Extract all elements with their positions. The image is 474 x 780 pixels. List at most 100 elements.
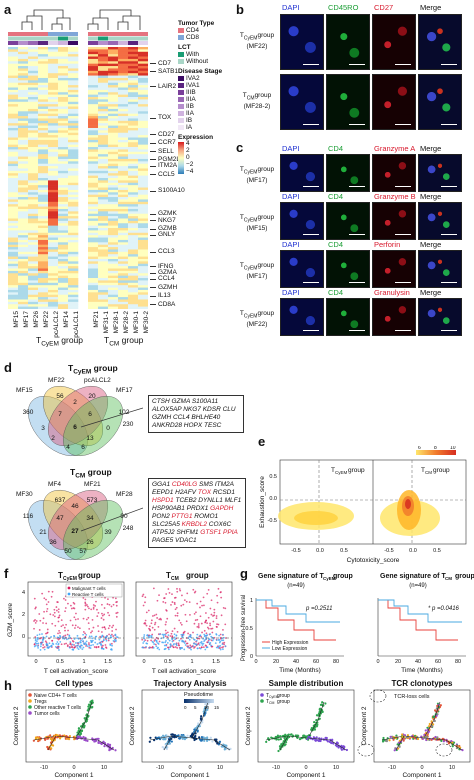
point-malignant [197, 626, 200, 629]
heatmap-cell [38, 139, 49, 143]
heatmap-cell [8, 299, 19, 303]
heatmap-cell [18, 275, 29, 279]
heatmap-cell [28, 301, 39, 305]
heatmap-cell [88, 123, 99, 126]
heatmap-cell [128, 173, 139, 176]
heatmap-cell [118, 144, 129, 148]
heatmap-cell [58, 278, 69, 281]
y-tick: 0 [250, 654, 253, 660]
heatmap-cell [108, 185, 119, 188]
heatmap-cell [28, 130, 39, 134]
heatmap-cell [8, 285, 19, 288]
cell-point [430, 720, 433, 723]
heatmap-cell [118, 101, 129, 105]
heatmap-cell [58, 254, 69, 257]
heatmap-cell [88, 56, 99, 60]
point-malignant [174, 596, 177, 599]
heatmap-cell [48, 208, 59, 212]
heatmap-cell [98, 258, 109, 262]
point-malignant [104, 596, 106, 599]
heatmap-cell [118, 178, 129, 181]
heatmap-cell [18, 47, 29, 50]
km-title-suffix: group [333, 573, 353, 580]
heatmap-cell [88, 144, 99, 148]
heatmap-cell [98, 192, 109, 195]
x-tick: 10 [333, 765, 339, 771]
heatmap-cell [8, 116, 19, 119]
heatmap-cell [138, 61, 148, 64]
point-malignant [169, 635, 172, 637]
heatmap-cell [58, 275, 69, 279]
heatmap-cell [88, 85, 99, 88]
heatmap-cell [58, 149, 69, 153]
point-reactive [163, 644, 166, 647]
cell-point [224, 744, 227, 747]
heatmap-cell [8, 99, 19, 103]
point-reactive [100, 643, 102, 646]
point-malignant [70, 607, 73, 610]
venn-set-label: MF17 [116, 387, 133, 394]
heatmap-cell [98, 304, 109, 307]
heatmap-cell [128, 216, 139, 219]
point-reactive [40, 642, 43, 645]
cell-point [385, 740, 388, 743]
heatmap-cell [8, 301, 19, 305]
annotation-tumor-type [48, 32, 58, 36]
point-malignant [176, 647, 179, 649]
legend-swatch [178, 52, 184, 57]
heatmap-cell [18, 239, 29, 243]
heatmap-cell [38, 156, 49, 160]
heatmap-cell [128, 77, 139, 81]
heatmap-cell [38, 220, 49, 224]
heatmap-cell [38, 170, 49, 174]
heatmap-cell [108, 154, 119, 157]
heatmap-cell [118, 66, 129, 69]
heatmap-cell [68, 125, 79, 129]
point-malignant [170, 604, 172, 606]
point-reactive [76, 646, 79, 649]
heatmap-cell [18, 294, 29, 298]
heatmap-cell [58, 47, 69, 50]
point-malignant [111, 630, 114, 632]
heatmap-cell [98, 173, 109, 176]
point-malignant [177, 642, 180, 645]
heatmap-cell [38, 294, 49, 298]
heatmap-cell [118, 56, 129, 60]
heatmap-cell [108, 282, 119, 286]
heatmap-cell [138, 266, 148, 269]
heatmap-cell [118, 185, 129, 188]
heatmap-cell [108, 247, 119, 250]
micrograph-merge [418, 154, 462, 192]
heatmap-cell [98, 63, 109, 67]
heatmap-cell [18, 51, 29, 55]
heatmap-cell [88, 251, 99, 255]
heatmap-cell [138, 235, 148, 238]
heatmap-cell [88, 89, 99, 93]
heatmap-cell [8, 104, 19, 107]
heatmap-cell [128, 225, 139, 229]
point-malignant [87, 616, 90, 619]
point-reactive [36, 645, 39, 647]
cell-point [77, 727, 81, 730]
heatmap-cell [88, 61, 99, 64]
heatmap-cell [98, 87, 109, 91]
heatmap-cell [68, 175, 79, 179]
point-reactive [96, 643, 99, 645]
heatmap-cell [18, 230, 29, 234]
heatmap-cell [8, 47, 19, 50]
point-reactive [164, 633, 167, 636]
heatmap-cell [58, 239, 69, 243]
heatmap-cell [28, 161, 39, 165]
heatmap-cell [38, 182, 49, 186]
heatmap-cell [128, 108, 139, 112]
point-reactive [143, 635, 145, 638]
annotation-lct [38, 36, 48, 41]
annotation-stage [38, 41, 48, 45]
heatmap-cell [58, 211, 69, 215]
heatmap-cell [138, 280, 148, 284]
heatmap-cell [68, 137, 79, 141]
x-axis-label: Time (Months) [279, 667, 321, 674]
point-reactive [222, 633, 224, 636]
point-reactive [100, 640, 103, 643]
heatmap-cell [28, 232, 39, 236]
